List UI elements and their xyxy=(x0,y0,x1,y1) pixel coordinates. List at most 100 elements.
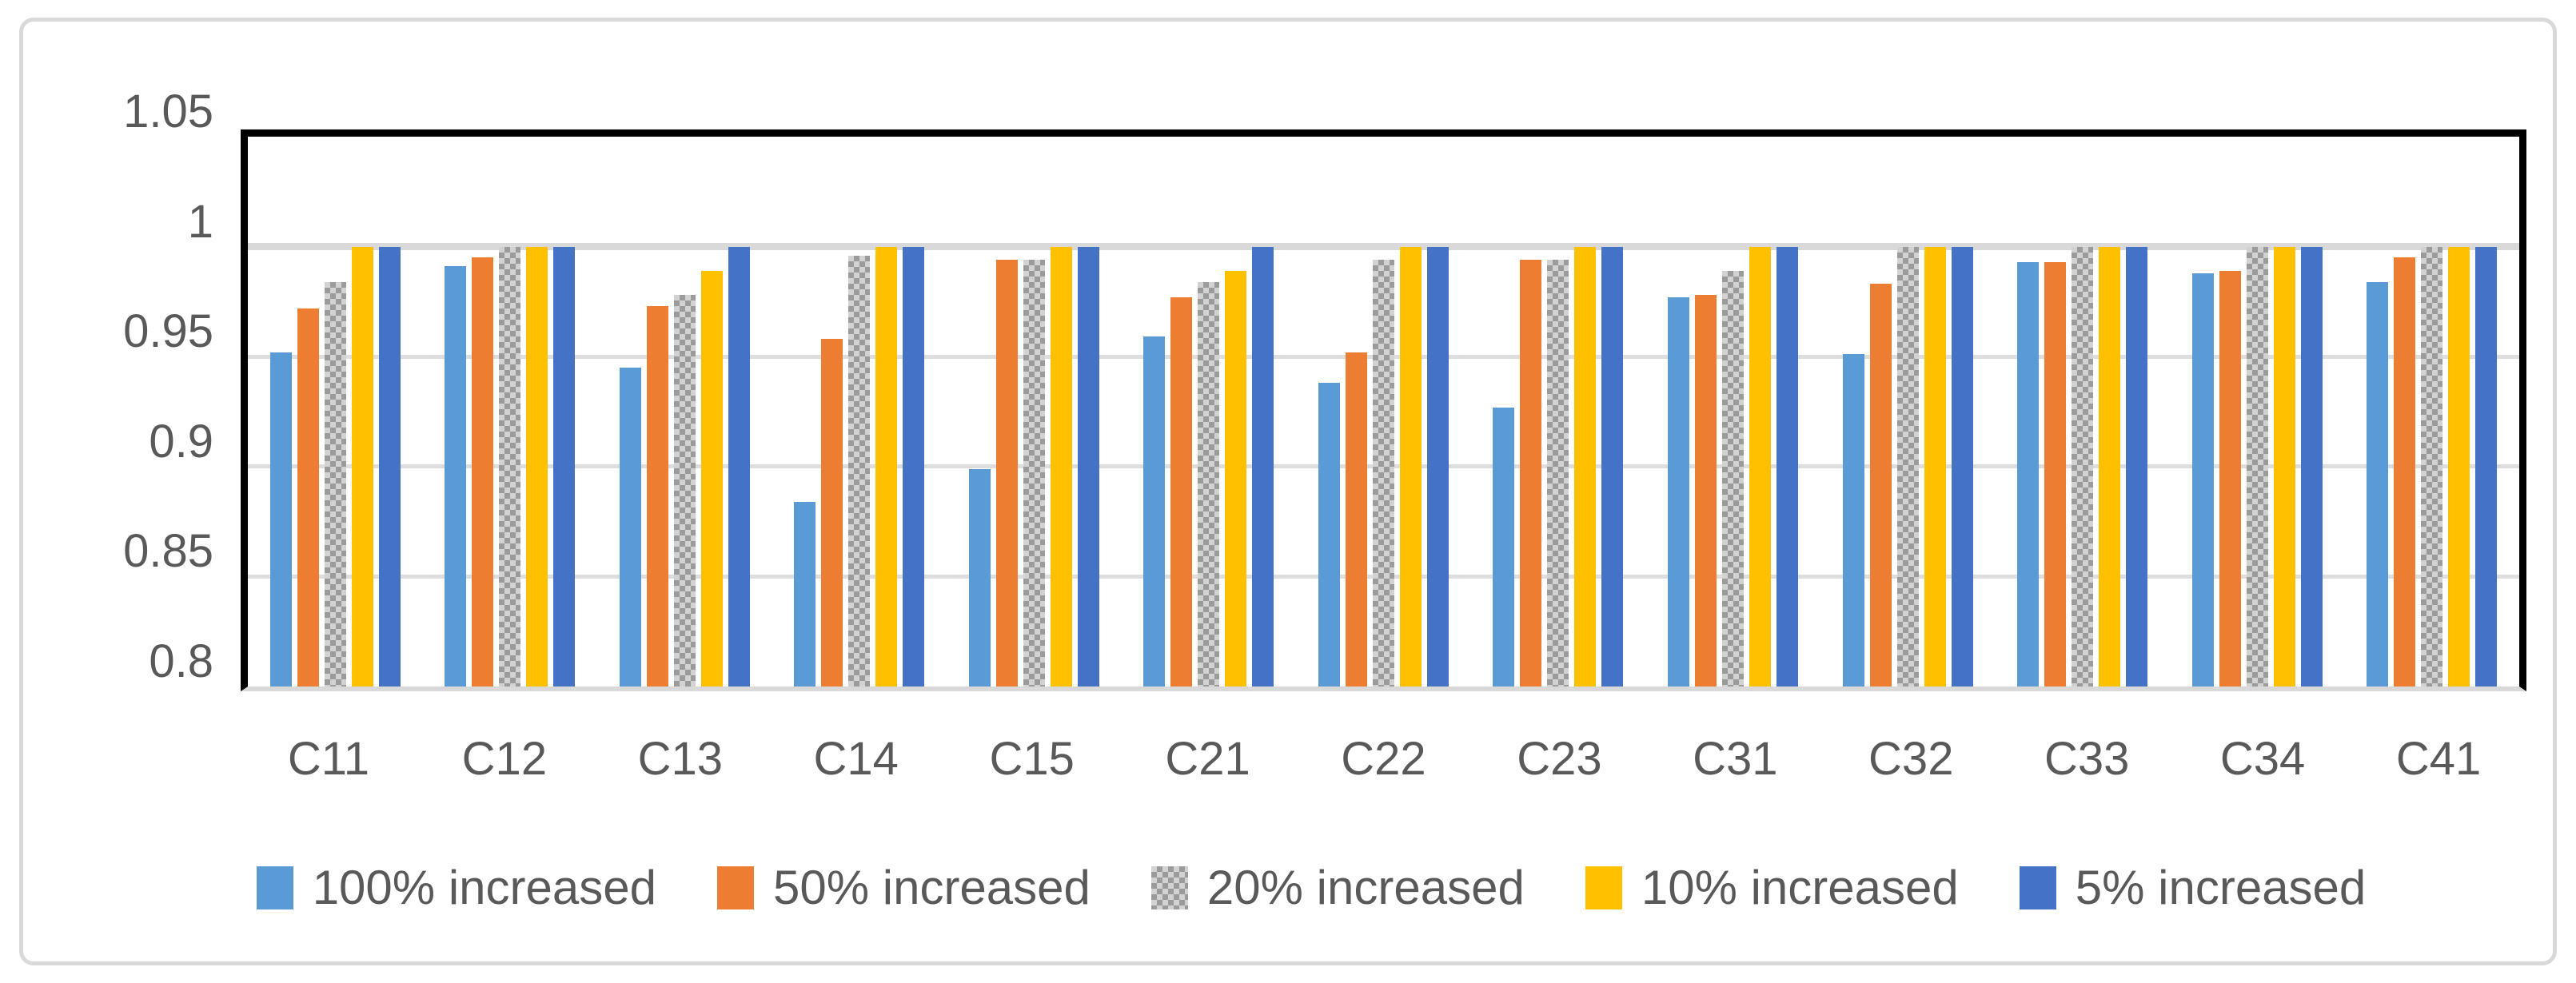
bar-C32-5-increased xyxy=(1951,246,1973,687)
bar-group-C15 xyxy=(947,137,1122,687)
bar-C11-5-increased xyxy=(378,246,401,687)
bar-groups xyxy=(248,137,2519,687)
y-tick-label: 1.05 xyxy=(123,86,213,137)
x-tick-label-C13: C13 xyxy=(637,733,723,785)
bar-C31-50-increased xyxy=(1695,295,1717,687)
bar-group-C11 xyxy=(248,137,423,687)
bar-C21-10-increased xyxy=(1225,270,1247,687)
bar-C33-10-increased xyxy=(2099,246,2121,687)
bar-group-C32 xyxy=(1820,137,1996,687)
bar-C14-10-increased xyxy=(875,246,898,687)
x-tick-label-C11: C11 xyxy=(287,733,370,785)
bar-C11-50-increased xyxy=(297,308,319,687)
bar-group-C21 xyxy=(1122,137,1297,687)
legend-item-50-increased: 50% increased xyxy=(716,861,1091,914)
bar-group-C33 xyxy=(1995,137,2170,687)
bar-C41-10-increased xyxy=(2448,246,2470,687)
bar-C34-20-increased xyxy=(2246,246,2268,687)
bar-C21-5-increased xyxy=(1252,246,1274,687)
bar-C22-100-increased xyxy=(1318,383,1340,687)
bar-group-C12 xyxy=(423,137,598,687)
bar-C12-50-increased xyxy=(472,257,494,687)
bar-C12-10-increased xyxy=(526,246,548,687)
bar-C12-100-increased xyxy=(445,266,467,687)
legend-swatch-icon xyxy=(716,866,754,909)
legend-label: 100% increased xyxy=(312,861,656,914)
bar-C33-50-increased xyxy=(2044,261,2067,687)
bar-C32-10-increased xyxy=(1924,246,1946,687)
bar-group-C23 xyxy=(1471,137,1646,687)
bar-group-C31 xyxy=(1645,137,1820,687)
bar-C21-100-increased xyxy=(1143,336,1166,687)
bar-C33-20-increased xyxy=(2072,246,2094,687)
legend-swatch-icon xyxy=(1585,866,1622,909)
bar-C33-5-increased xyxy=(2126,246,2148,687)
legend-label: 10% increased xyxy=(1641,861,1959,914)
x-tick-label-C22: C22 xyxy=(1341,733,1426,785)
bar-C12-5-increased xyxy=(553,246,576,687)
y-tick-label: 0.9 xyxy=(149,415,213,468)
y-tick-label: 0.8 xyxy=(149,635,213,687)
bar-C32-20-increased xyxy=(1896,246,1919,687)
bar-C13-50-increased xyxy=(646,305,668,687)
legend-label: 20% increased xyxy=(1206,861,1525,914)
bar-C23-50-increased xyxy=(1520,260,1542,687)
x-tick-label-C31: C31 xyxy=(1693,733,1778,785)
bar-C23-10-increased xyxy=(1574,246,1597,687)
bar-C31-100-increased xyxy=(1668,296,1690,687)
x-tick-label-C34: C34 xyxy=(2219,733,2306,785)
x-tick-label-C23: C23 xyxy=(1517,733,1602,785)
bar-C11-100-increased xyxy=(269,352,292,687)
bar-C14-5-increased xyxy=(903,246,925,687)
bar-C15-10-increased xyxy=(1050,246,1072,687)
bar-C14-100-increased xyxy=(794,501,816,687)
x-axis: C11 C12 C13 C14 C15 C21 C22 C23 C31 C32 C33 C34 C41 xyxy=(241,731,2526,787)
bar-C15-50-increased xyxy=(995,260,1018,687)
bar-C15-100-increased xyxy=(968,468,991,687)
legend-item-100-increased: 100% increased xyxy=(256,861,656,914)
bar-C13-20-increased xyxy=(673,295,696,687)
bar-group-C13 xyxy=(597,137,772,687)
legend-swatch-icon xyxy=(256,866,293,909)
bar-group-C14 xyxy=(772,137,947,687)
x-tick-label-C21: C21 xyxy=(1165,733,1250,785)
bar-C14-50-increased xyxy=(821,339,843,687)
bar-C13-10-increased xyxy=(700,270,723,687)
bar-C34-10-increased xyxy=(2273,246,2295,687)
bar-C31-20-increased xyxy=(1722,270,1745,687)
y-tick-label: 0.95 xyxy=(123,305,213,358)
x-tick-label-C14: C14 xyxy=(813,733,899,785)
bar-C13-5-increased xyxy=(728,246,750,687)
x-tick-label-C32: C32 xyxy=(1868,733,1954,785)
bar-C23-5-increased xyxy=(1601,246,1624,687)
bar-C11-10-increased xyxy=(351,246,373,687)
y-tick-label: 0.85 xyxy=(123,525,213,578)
legend-item-20-increased: 20% increased xyxy=(1150,861,1525,914)
bar-C13-100-increased xyxy=(619,367,641,687)
bar-C23-20-increased xyxy=(1547,260,1569,687)
y-tick-label: 1 xyxy=(187,195,213,248)
bar-C21-50-increased xyxy=(1170,296,1193,687)
bar-C22-10-increased xyxy=(1399,246,1422,687)
bar-C23-100-increased xyxy=(1493,407,1515,687)
legend-item-10-increased: 10% increased xyxy=(1585,862,1959,914)
bar-C22-20-increased xyxy=(1372,260,1394,687)
x-tick-label-C12: C12 xyxy=(461,733,548,785)
legend: 100% increased 50% increased 20% increased… xyxy=(119,854,2503,921)
gridline-1 xyxy=(248,243,2519,251)
x-tick-label-C33: C33 xyxy=(2044,733,2130,785)
legend-label: 50% increased xyxy=(772,861,1091,914)
bar-C11-20-increased xyxy=(324,281,346,687)
x-tick-label-C41: C41 xyxy=(2395,733,2482,785)
legend-label: 5% increased xyxy=(2075,861,2367,914)
bar-group-C22 xyxy=(1296,137,1471,687)
bar-C41-5-increased xyxy=(2475,246,2498,687)
legend-swatch-icon xyxy=(1150,866,1188,909)
bar-C41-100-increased xyxy=(2367,281,2389,687)
bar-C32-100-increased xyxy=(1842,354,1864,687)
bar-C15-20-increased xyxy=(1023,260,1045,687)
bar-C32-50-increased xyxy=(1869,284,1892,687)
legend-item-5-increased: 5% increased xyxy=(2019,861,2367,914)
bar-C22-50-increased xyxy=(1345,352,1367,687)
legend-swatch-icon xyxy=(2019,866,2056,909)
